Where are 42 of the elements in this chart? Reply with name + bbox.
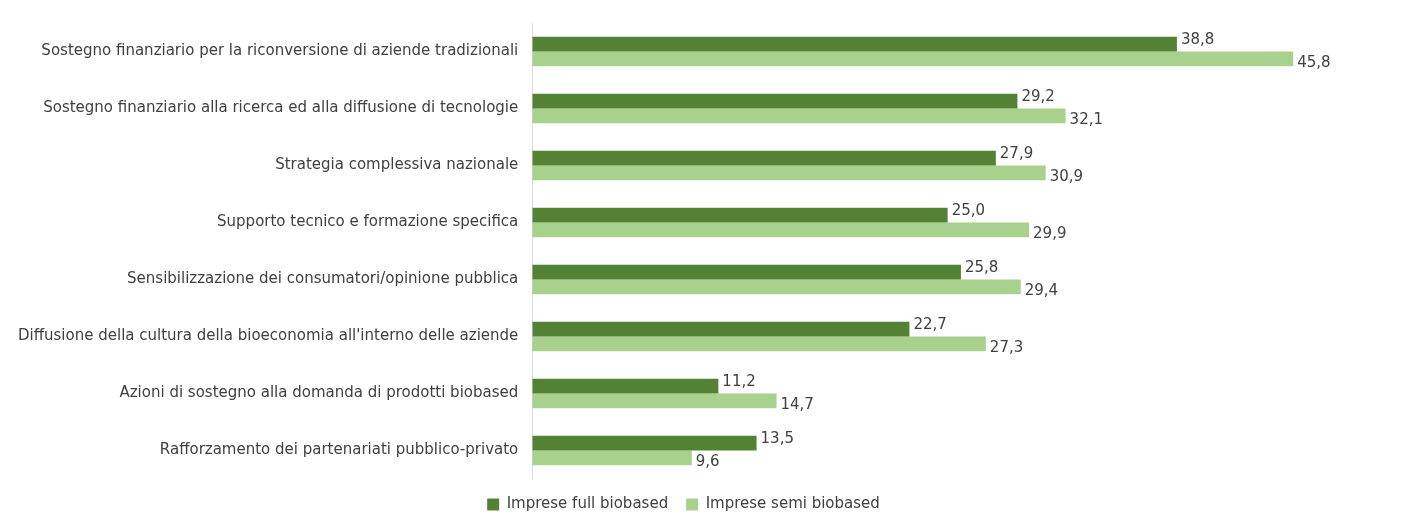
bar [532, 108, 1066, 124]
data-label: 32,1 [1069, 109, 1104, 128]
data-label: 29,9 [1033, 223, 1067, 242]
bar [532, 150, 996, 166]
bar [532, 93, 1018, 109]
legend-label: Imprese full biobased [506, 494, 669, 513]
bar [532, 264, 961, 280]
bar [532, 336, 986, 352]
bar [532, 393, 777, 409]
y-tick-label: Supporto tecnico e formazione specifica [217, 212, 519, 231]
bar [532, 51, 1294, 67]
data-label: 22,7 [913, 314, 947, 333]
data-label: 27,9 [999, 143, 1034, 162]
data-label: 29,2 [1021, 86, 1055, 105]
bar [532, 165, 1046, 181]
data-label: 9,6 [695, 451, 720, 470]
y-tick-label: Strategia complessiva nazionale [275, 155, 519, 174]
bar [532, 450, 692, 466]
data-label: 45,8 [1297, 52, 1331, 71]
bar [532, 435, 757, 451]
bar [532, 321, 910, 337]
data-label: 14,7 [780, 394, 814, 413]
bar [532, 207, 948, 223]
y-tick-label: Sostegno finanziario per la riconversione di aziende tradizionali [41, 41, 519, 60]
y-tick-label: Rafforzamento dei partenariati pubblico-privato [159, 440, 519, 459]
bar [532, 222, 1030, 238]
bar [532, 36, 1177, 52]
data-label: 29,4 [1024, 280, 1059, 299]
y-tick-label: Sostegno finanziario alla ricerca ed alla diffusione di tecnologie [43, 98, 519, 117]
data-label: 11,2 [722, 371, 756, 390]
data-label: 25,0 [951, 200, 986, 219]
bar [532, 279, 1021, 295]
legend-label: Imprese semi biobased [705, 494, 880, 513]
data-label: 25,8 [964, 257, 999, 276]
y-tick-label: Diffusione della cultura della bioeconomia all'interno delle aziende [18, 326, 519, 345]
y-tick-label: Sensibilizzazione dei consumatori/opinione pubblica [127, 269, 519, 288]
data-label: 30,9 [1049, 166, 1084, 185]
bar [532, 378, 719, 394]
data-label: 38,8 [1180, 29, 1215, 48]
y-tick-label: Azioni di sostegno alla domanda di prodotti biobased [119, 383, 519, 402]
data-label: 13,5 [760, 428, 794, 447]
data-label: 27,3 [989, 337, 1024, 356]
